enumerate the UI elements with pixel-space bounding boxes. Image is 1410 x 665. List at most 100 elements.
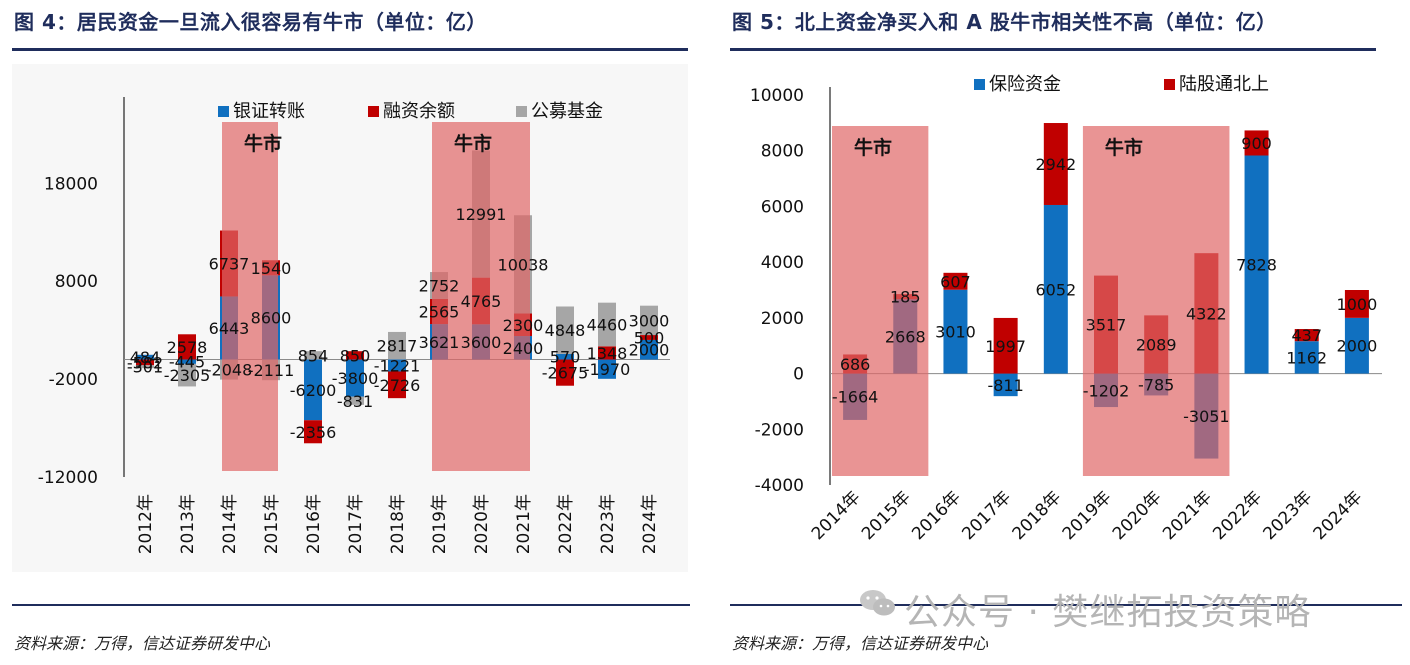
data-label: 2752 (419, 276, 460, 295)
data-label: 686 (840, 355, 871, 374)
figure-4-chart-area (12, 64, 688, 572)
bar-融资余额 (346, 351, 364, 360)
data-label: 900 (1241, 134, 1272, 153)
bar-保险资金 (1244, 155, 1269, 374)
bar-保险资金 (1043, 204, 1068, 374)
data-label: -2305 (164, 366, 211, 385)
data-label: 570 (550, 348, 581, 367)
y-tick-label: 4000 (761, 253, 804, 273)
data-label: 4322 (1186, 304, 1227, 323)
figure-5-panel: 图 5：北上资金净买入和 A 股牛市相关性不高（单位：亿） 10000 8000 6… (718, 0, 1410, 665)
x-tick-label: 2014年 (808, 487, 865, 544)
data-label: -2726 (374, 376, 421, 395)
y-tick-label: 8000 (761, 142, 804, 162)
data-label: 1162 (1286, 348, 1327, 367)
data-label: -582 (127, 353, 163, 372)
x-tick-label: 2018年 (388, 494, 408, 554)
data-label: 4460 (587, 315, 628, 334)
bar-公募基金 (556, 306, 574, 354)
data-label: 3000 (629, 311, 670, 330)
data-label: -1970 (584, 360, 631, 379)
bar-公募基金 (346, 396, 364, 405)
x-tick-label: 2020年 (1109, 487, 1166, 544)
data-label: 185 (890, 288, 921, 307)
figure-5-bottom-rule (730, 604, 1402, 606)
data-label: 2000 (629, 341, 670, 360)
figure-5-top-rule (730, 48, 1376, 51)
bull-market-label: 牛市 (454, 132, 492, 155)
bar-公募基金 (136, 365, 154, 369)
bar-陆股通北上 (1244, 130, 1269, 156)
legend-label: 融资余额 (383, 101, 455, 122)
figure-4-title: 图 4：居民资金一旦流入很容易有牛市（单位：亿） (14, 10, 487, 34)
data-label: 1997 (985, 337, 1026, 356)
data-label: 1000 (1337, 295, 1378, 314)
bar-银证转账 (346, 359, 364, 397)
data-label: 484 (130, 348, 161, 367)
data-label: 3010 (935, 323, 976, 342)
x-tick-label: 2021年 (514, 494, 534, 554)
y-tick-label: -12000 (38, 468, 98, 488)
bar-公募基金 (304, 351, 322, 360)
x-tick-label: 2023年 (1260, 487, 1317, 544)
bar-银证转账 (640, 339, 658, 360)
data-label: 2578 (167, 338, 208, 357)
data-label: -831 (337, 392, 373, 411)
data-label: 2000 (1337, 337, 1378, 356)
data-label: 2942 (1035, 155, 1076, 174)
x-tick-label: 2022年 (1209, 487, 1266, 544)
bull-market-label: 牛市 (244, 132, 282, 155)
bull-market-region (1082, 126, 1230, 476)
data-label: 850 (340, 346, 371, 365)
data-label: 4848 (545, 321, 586, 340)
data-label: -785 (1138, 376, 1174, 395)
data-label: -1202 (1083, 381, 1130, 400)
y-tick-label: -2000 (49, 370, 98, 390)
data-label: -3051 (1183, 407, 1230, 426)
data-label: -2048 (206, 361, 253, 380)
data-label: -2675 (542, 364, 589, 383)
bar-银证转账 (178, 359, 196, 364)
data-label: 500 (634, 329, 665, 348)
data-label: 2817 (377, 337, 418, 356)
bar-融资余额 (388, 371, 406, 399)
y-tick-label: 8000 (55, 272, 98, 292)
x-tick-label: 2017年 (958, 487, 1015, 544)
figure-4-source: 资料来源：万得，信达证券研发中心 (14, 634, 271, 653)
data-label: 6443 (209, 319, 250, 338)
bar-保险资金 (1294, 341, 1319, 374)
x-tick-label: 2018年 (1009, 487, 1066, 544)
bull-market-label: 牛市 (1105, 136, 1143, 159)
bar-公募基金 (178, 363, 196, 387)
legend-swatch (218, 106, 229, 117)
y-tick-label: 6000 (761, 197, 804, 217)
bar-陆股通北上 (1344, 290, 1369, 318)
bar-公募基金 (598, 302, 616, 347)
data-label: 8600 (251, 308, 292, 327)
data-label: -3800 (332, 369, 379, 388)
data-label: -1664 (832, 388, 879, 407)
x-tick-label: 2023年 (598, 494, 618, 554)
bar-融资余额 (178, 334, 196, 360)
x-tick-label: 2019年 (430, 494, 450, 554)
bar-陆股通北上 (1043, 123, 1068, 205)
y-tick-label: -2000 (755, 420, 804, 440)
bar-银证转账 (556, 353, 574, 360)
bull-market-label: 牛市 (854, 136, 892, 159)
legend-swatch (974, 79, 985, 90)
figure-4-bottom-rule (12, 604, 690, 606)
x-tick-label: 2016年 (908, 487, 965, 544)
bar-融资余额 (304, 420, 322, 444)
data-label: 4765 (461, 292, 502, 311)
bar-公募基金 (388, 331, 406, 360)
x-tick-label: 2024年 (640, 494, 660, 554)
data-label: 2300 (503, 316, 544, 335)
x-tick-label: 2016年 (304, 494, 324, 554)
data-label: -1221 (374, 357, 421, 376)
data-label: 607 (940, 272, 971, 291)
x-tick-label: 2013年 (178, 494, 198, 554)
bar-保险资金 (1344, 317, 1369, 374)
bar-陆股通北上 (1294, 329, 1319, 342)
data-label: -2356 (290, 423, 337, 442)
